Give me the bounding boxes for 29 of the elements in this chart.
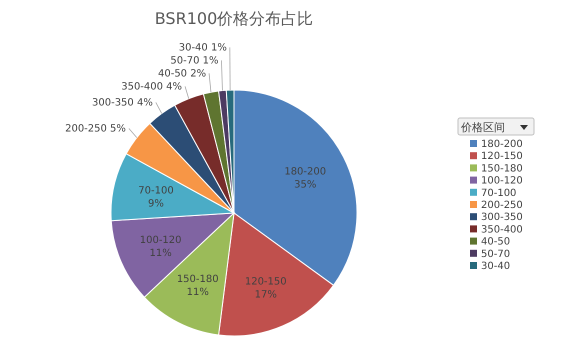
category-label: 40-50 2% [158, 68, 206, 80]
legend-label: 30-40 [481, 261, 510, 272]
slice-label: 70-100 [138, 186, 174, 197]
legend-label: 50-70 [481, 248, 510, 260]
data-label: 35% [294, 180, 316, 191]
category-label: 350-400 4% [121, 81, 182, 92]
slice-label: 150-180 [176, 274, 219, 286]
category-label: 200-250 5% [65, 123, 126, 134]
data-label: 11% [150, 248, 172, 259]
slice-label: 120-150 [244, 276, 287, 288]
legend-label: 350-400 [481, 224, 523, 236]
data-label: 9% [148, 198, 164, 210]
legend-label: 70-100 [481, 188, 516, 199]
slice-label: 180-200 [284, 166, 326, 178]
legend-label: 180-200 [481, 139, 523, 150]
legend-label: 100-120 [481, 176, 523, 187]
legend-label: 200-250 [481, 200, 523, 211]
legend-label: 300-350 [481, 212, 523, 224]
legend-title: 价格区间 [460, 121, 505, 134]
legend-label: 120-150 [481, 151, 523, 162]
category-label: 30-40 1% [178, 42, 227, 54]
category-label: 50-70 1% [170, 55, 218, 66]
slice-label: 100-120 [140, 234, 182, 246]
legend-label: 40-50 [481, 236, 510, 248]
data-label: 17% [254, 289, 277, 300]
chart-title: BSR100价格分布占比 [154, 9, 314, 28]
category-label: 300-350 4% [92, 97, 153, 108]
legend-label: 150-180 [481, 163, 523, 174]
data-label: 11% [186, 287, 209, 298]
